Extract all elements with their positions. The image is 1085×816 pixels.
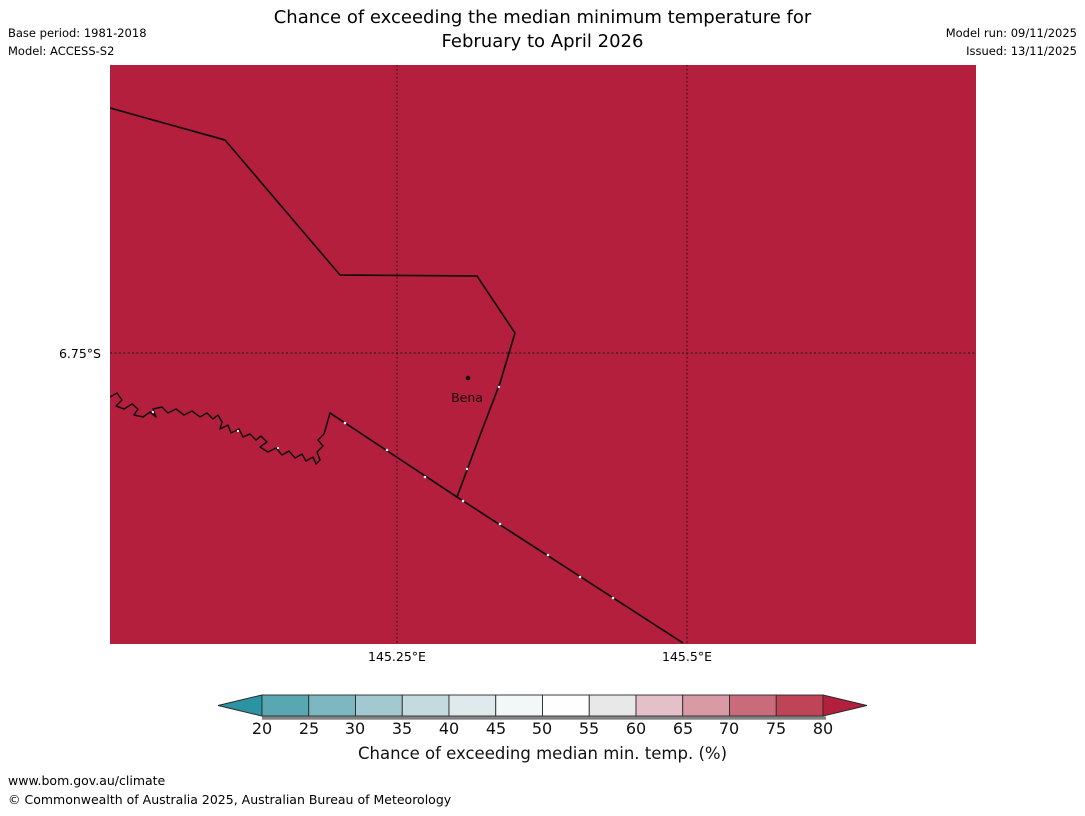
colorbar-graphic [217,694,868,720]
colorbar-tick: 55 [578,719,600,738]
colorbar-tick: 45 [485,719,507,738]
bena-town-label: Bena [451,390,483,405]
colorbar-segment [588,694,637,717]
colorbar-caption: Chance of exceeding median min. temp. (%… [357,744,728,763]
colorbar-shadow [262,716,826,720]
page-title-line2: February to April 2026 [441,31,644,52]
colorbar-tick: 50 [531,719,553,738]
base-period-label: Base period: 1981-2018 [8,26,147,40]
colorbar-segment [308,694,356,717]
colorbar-under-arrow [217,694,263,717]
colorbar-tick: 80 [812,719,834,738]
lat-tick-label: 6.75°S [58,346,101,361]
colorbar-segment [542,694,590,717]
colorbar-segment [495,694,543,717]
colorbar-segment [775,694,824,717]
waypoint-dots [151,385,615,600]
model-info: Base period: 1981-2018 Model: ACCESS-S2 [8,25,147,60]
colorbar-segment [401,694,450,717]
colorbar-tick: 60 [625,719,647,738]
colorbar-segment [355,694,403,717]
model-run-label: Model run: 09/11/2025 [945,26,1077,40]
model-label: Model: ACCESS-S2 [8,43,115,58]
lon-tick-label-145-5e: 145.5°E [662,649,712,664]
colorbar-tick: 35 [391,719,413,738]
page-title-line1: Chance of exceeding the median minimum t… [273,7,812,28]
run-info: Model run: 09/11/2025 Issued: 13/11/2025 [946,25,1077,60]
colorbar-segment [261,694,310,717]
page-title: Chance of exceeding the median minimum t… [0,6,1085,54]
colorbar-tick: 70 [718,719,740,738]
colorbar [210,694,880,720]
colorbar-segment [635,694,684,717]
colorbar-segment [729,694,777,717]
road-line [329,412,684,644]
river-line [110,392,331,465]
bena-town-marker [465,375,471,381]
colorbar-tick: 25 [298,719,320,738]
colorbar-tick: 65 [672,719,694,738]
map-overlay: Bena [110,65,976,644]
colorbar-tick: 75 [765,719,787,738]
colorbar-segment [682,694,730,717]
copyright-notice: © Commonwealth of Australia 2025, Austra… [8,792,452,807]
colorbar-tick: 40 [438,719,460,738]
bom-website-link[interactable]: www.bom.gov.au/climate [8,773,166,788]
colorbar-tick: 30 [344,719,366,738]
issued-label: Issued: 13/11/2025 [966,43,1077,58]
colorbar-segment [448,694,497,717]
district-border-line [110,107,516,498]
colorbar-over-arrow [822,694,868,717]
colorbar-tick: 20 [251,719,273,738]
forecast-map: Bena [110,65,976,644]
lon-tick-label-145-25e: 145.25°E [368,649,426,664]
